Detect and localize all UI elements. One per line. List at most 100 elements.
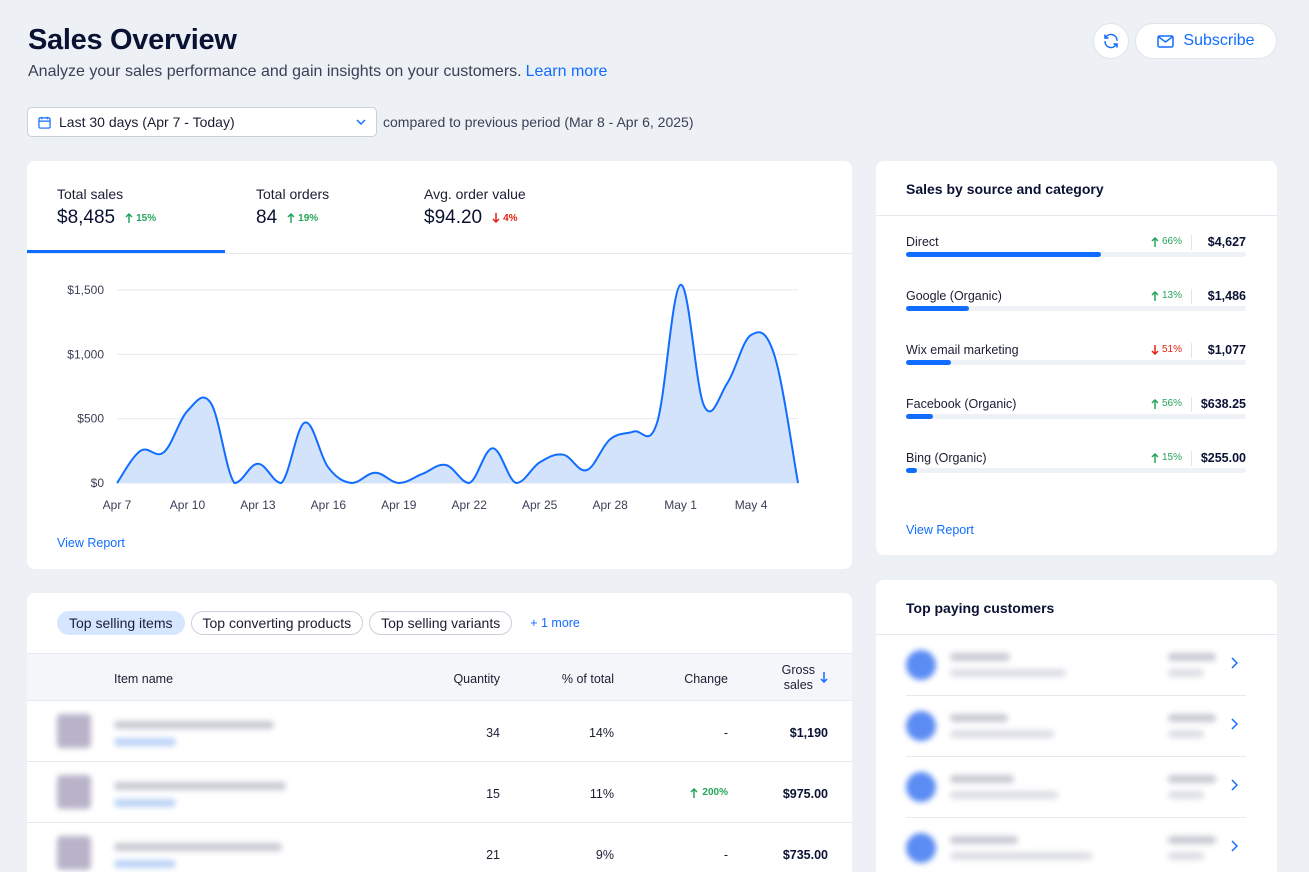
data-point[interactable] [205,397,217,409]
data-point[interactable] [769,350,781,362]
chevron-right-icon[interactable] [1231,779,1238,791]
data-point[interactable] [722,377,734,389]
top-customers-title: Top paying customers [906,600,1055,616]
calendar-icon [38,116,51,129]
data-point[interactable] [228,477,240,489]
view-report-link[interactable]: View Report [906,523,974,537]
cell-pct-total: 9% [595,848,614,862]
data-point[interactable] [393,477,405,489]
data-point[interactable] [510,477,522,489]
data-point[interactable] [252,458,264,470]
blurred-customer-orders [1168,730,1204,738]
sort-down-icon[interactable] [820,672,828,683]
data-point[interactable] [792,477,804,489]
blurred-customer-name [950,653,1010,661]
tab-top-converting-products[interactable]: Top converting products [190,611,364,635]
view-report-link[interactable]: View Report [57,536,125,550]
data-point[interactable] [299,417,311,429]
blurred-customer-orders [1168,852,1204,860]
source-change: 56% [1151,398,1182,409]
source-amount: $255.00 [1200,451,1246,465]
metric-change: 19% [287,213,318,224]
column-change[interactable]: Change [684,672,728,686]
table-row[interactable]: 15 11% 200% $975.00 [27,762,852,823]
source-bar-fill [906,360,952,365]
source-name: Direct [906,235,939,249]
chevron-right-icon[interactable] [1231,840,1238,852]
source-change-value: 51% [1161,344,1182,355]
customer-row[interactable] [906,818,1246,872]
customer-row[interactable] [906,635,1246,696]
data-point[interactable] [651,417,663,429]
data-point[interactable] [346,477,358,489]
blurred-item-link [114,799,176,807]
data-point[interactable] [440,459,452,471]
data-point[interactable] [698,400,710,412]
data-point[interactable] [416,468,428,480]
data-point[interactable] [557,449,569,461]
source-change: 51% [1151,344,1182,355]
cell-change-value: 200% [702,787,728,798]
date-range-select[interactable]: Last 30 days (Apr 7 - Today) [27,107,377,137]
column-item-name: Item name [114,672,174,686]
customer-row[interactable] [906,696,1246,757]
table-row[interactable]: 34 14% - $1,190 [27,701,852,762]
more-tabs-link[interactable]: + 1 more [530,616,580,630]
source-row: Direct 66% $4,627 [906,235,1246,271]
data-point[interactable] [463,477,475,489]
metric-change-value: 15% [136,212,157,224]
tab-top-selling-items[interactable]: Top selling items [57,611,185,635]
data-point[interactable] [745,329,757,341]
data-point[interactable] [675,279,687,291]
x-tick-label: May 4 [735,498,768,512]
data-point[interactable] [275,477,287,489]
column-quantity[interactable]: Quantity [453,672,500,686]
chevron-right-icon[interactable] [1231,657,1238,669]
chevron-right-icon[interactable] [1231,718,1238,730]
metric-value: $8,485 [57,207,116,228]
x-tick-label: Apr 19 [381,498,417,512]
sales-by-source-card: Sales by source and category Direct 66% $4… [876,161,1277,555]
table-row[interactable]: 21 9% - $735.00 [27,823,852,872]
divider [1191,397,1192,412]
source-bar-fill [906,414,933,419]
tab-total-orders[interactable]: Total orders 84 19% [256,186,329,229]
tab-avg-order-value[interactable]: Avg. order value $94.20 4% [424,186,526,229]
column-pct-total[interactable]: % of total [561,672,614,686]
refresh-button[interactable] [1093,23,1129,59]
data-point[interactable] [322,462,334,474]
tab-total-sales[interactable]: Total sales $8,485 15% [57,186,156,229]
source-name: Google (Organic) [906,289,1002,303]
y-tick-label: $1,500 [67,283,104,297]
item-tabs: Top selling items Top converting product… [57,611,580,635]
data-point[interactable] [534,456,546,468]
x-tick-label: May 1 [664,498,697,512]
data-point[interactable] [111,477,123,489]
metric-change-value: 19% [298,212,319,224]
data-point[interactable] [369,467,381,479]
cell-change: - [723,726,728,740]
blurred-customer-orders [1168,669,1204,677]
source-name: Bing (Organic) [906,451,987,465]
cell-gross-sales: $1,190 [789,726,828,740]
blurred-customer-amount [1168,714,1216,722]
data-point[interactable] [134,445,146,457]
product-thumbnail [57,714,91,748]
tab-top-selling-variants[interactable]: Top selling variants [369,611,513,635]
data-point[interactable] [581,464,593,476]
x-tick-label: Apr 22 [452,498,488,512]
data-point[interactable] [487,442,499,454]
avatar [906,711,936,741]
learn-more-link[interactable]: Learn more [525,63,608,80]
divider [1191,289,1192,304]
subscribe-button[interactable]: Subscribe [1135,23,1277,59]
blurred-customer-email [950,852,1092,860]
data-point[interactable] [604,433,616,445]
customer-row[interactable] [906,757,1246,818]
column-sales-label: sales [783,678,813,692]
data-point[interactable] [628,426,640,438]
source-row: Bing (Organic) 15% $255.00 [906,451,1246,487]
data-point[interactable] [181,405,193,417]
data-point[interactable] [158,446,170,458]
column-gross-sales[interactable]: Gross sales [782,663,815,693]
